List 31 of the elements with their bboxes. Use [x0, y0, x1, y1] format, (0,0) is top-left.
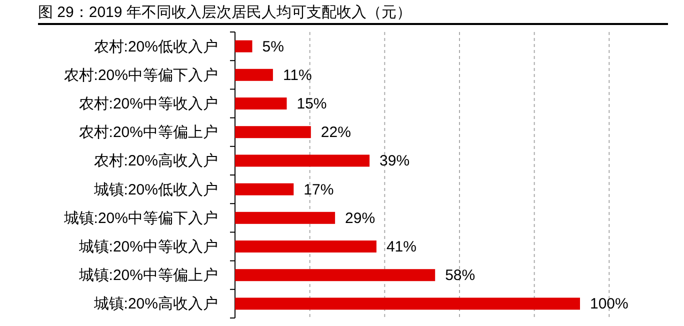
y-tick-label: 城镇:20%中等偏上户 — [78, 267, 218, 284]
data-label: 58% — [445, 267, 476, 284]
bar — [235, 240, 376, 252]
data-label: 11% — [282, 66, 312, 84]
bar — [235, 40, 252, 52]
bar — [235, 68, 273, 81]
y-tick-label: 城镇:20%高收入户 — [92, 296, 218, 313]
bar — [235, 269, 436, 282]
data-label: 100% — [590, 296, 628, 313]
data-label: 39% — [380, 152, 410, 170]
bar — [235, 212, 336, 224]
bar — [235, 126, 311, 138]
bar — [235, 183, 294, 196]
y-tick-label: 农村:20%中等偏上户 — [78, 124, 218, 142]
data-label: 29% — [345, 210, 376, 227]
bar — [235, 98, 287, 110]
y-tick-label: 农村:20%中等偏下入户 — [64, 66, 218, 84]
y-tick-label: 农村:20%高收入户 — [94, 152, 218, 170]
bar — [235, 154, 370, 167]
data-label: 22% — [320, 124, 351, 142]
y-tick-label: 农村:20%低收入户 — [94, 38, 218, 56]
y-tick-label: 城镇:20%中等收入户 — [78, 238, 218, 256]
data-label: 41% — [386, 238, 416, 256]
bar — [235, 298, 580, 310]
y-tick-label: 城镇:20%中等偏下入户 — [62, 210, 218, 227]
y-tick-label: 城镇:20%低收入户 — [92, 181, 218, 198]
data-label: 17% — [304, 181, 334, 198]
chart-title: 图 29：2019 年不同收入层次居民人均可支配收入（元） — [38, 4, 412, 21]
data-label: 5% — [262, 38, 284, 56]
data-label: 15% — [296, 96, 327, 112]
y-tick-label: 农村:20%中等收入户 — [78, 96, 218, 112]
